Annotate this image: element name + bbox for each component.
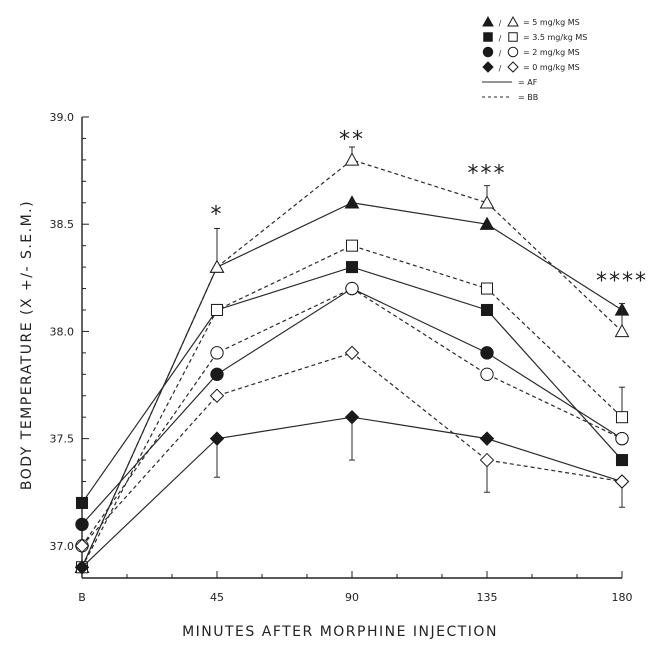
data-point <box>346 240 357 251</box>
legend-label: = 0 mg/kg MS <box>523 63 580 72</box>
x-tick-label: 45 <box>210 591 224 604</box>
legend-filled-marker <box>483 47 493 57</box>
data-point <box>616 432 628 444</box>
axes: 37.0 37.5 38.0 38.5 39.0 B 45 90 135 180 <box>50 111 633 604</box>
legend-open-marker <box>508 17 518 26</box>
data-point <box>481 347 493 359</box>
series-line <box>82 267 622 503</box>
legend-separator: / <box>499 64 502 73</box>
legend-open-marker <box>508 47 518 57</box>
legend-separator: / <box>499 34 502 43</box>
x-tick-label: 135 <box>477 591 498 604</box>
data-point <box>481 454 494 467</box>
significance-mark: **** <box>596 269 648 294</box>
series-line <box>82 203 622 568</box>
y-tick-label: 38.0 <box>50 325 75 338</box>
data-point <box>211 261 224 273</box>
data-point <box>481 196 494 208</box>
data-point <box>346 262 357 273</box>
series-group <box>76 262 627 509</box>
legend-label: = BB <box>518 93 538 102</box>
series-group <box>76 196 629 572</box>
series-line <box>82 160 622 567</box>
x-tick-label: 90 <box>345 591 359 604</box>
significance-mark: ** <box>339 127 365 152</box>
legend: / = 5 mg/kg MS / = 3.5 mg/kg MS / = 2 mg/kg M… <box>482 17 587 102</box>
legend-filled-marker <box>483 62 493 72</box>
data-point <box>481 304 492 315</box>
significance-mark: * <box>211 202 224 227</box>
data-point <box>481 283 492 294</box>
significance-mark: *** <box>468 162 507 187</box>
series-group <box>76 282 628 530</box>
legend-filled-marker <box>484 33 493 42</box>
data-point <box>481 432 494 445</box>
legend-filled-marker <box>483 17 493 26</box>
legend-label: = 2 mg/kg MS <box>523 48 580 57</box>
legend-entry: = BB <box>482 93 538 102</box>
data-point <box>481 368 493 380</box>
legend-entry: = AF <box>482 78 538 87</box>
data-point <box>211 347 223 359</box>
y-tick-label: 39.0 <box>50 111 75 124</box>
legend-open-marker <box>508 62 518 72</box>
legend-label: = 3.5 mg/kg MS <box>523 33 587 42</box>
data-point <box>76 497 87 508</box>
data-point <box>211 368 223 380</box>
legend-separator: / <box>499 49 502 58</box>
legend-open-marker <box>509 33 518 42</box>
legend-label: = 5 mg/kg MS <box>523 18 580 27</box>
y-tick-label: 38.5 <box>50 218 75 231</box>
y-tick-label: 37.0 <box>50 540 75 553</box>
legend-entry: / = 0 mg/kg MS <box>483 62 580 73</box>
series-line <box>82 289 622 525</box>
x-tick-label: 180 <box>612 591 633 604</box>
data-point <box>616 475 629 488</box>
series-layer: ********** <box>76 127 648 573</box>
legend-label: = AF <box>518 78 538 87</box>
data-point <box>211 304 222 315</box>
data-point <box>76 518 88 530</box>
y-axis-title: BODY TEMPERATURE (X +/- S.E.M.) <box>19 200 35 490</box>
data-point <box>211 389 224 402</box>
legend-separator: / <box>499 19 502 28</box>
data-point <box>616 412 627 423</box>
legend-entry: / = 3.5 mg/kg MS <box>484 33 588 43</box>
series-group <box>76 411 629 574</box>
data-point <box>346 196 359 208</box>
data-point <box>346 282 358 294</box>
x-axis-title: MINUTES AFTER MORPHINE INJECTION <box>182 624 498 640</box>
data-point <box>346 346 359 359</box>
legend-entry: / = 2 mg/kg MS <box>483 47 579 58</box>
data-point <box>616 455 627 466</box>
x-tick-label: B <box>78 591 86 604</box>
legend-entry: / = 5 mg/kg MS <box>483 17 580 28</box>
data-point <box>346 153 359 165</box>
data-point <box>616 325 629 337</box>
y-tick-label: 37.5 <box>50 433 75 446</box>
data-point <box>346 411 359 424</box>
